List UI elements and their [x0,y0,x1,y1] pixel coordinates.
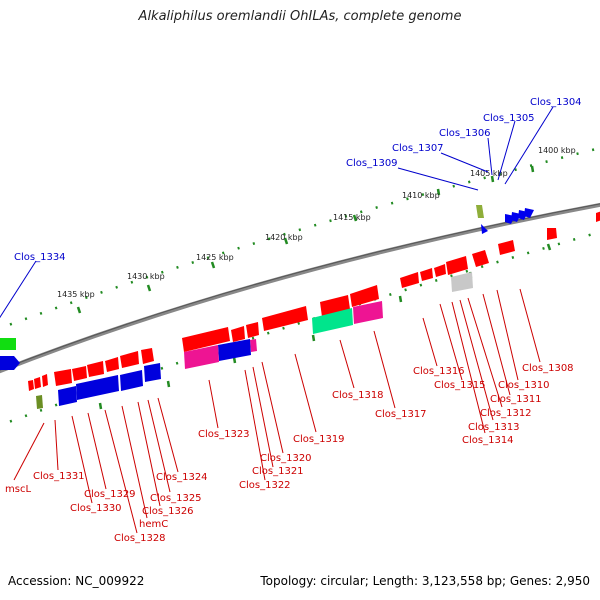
gene-label-clos1318: Clos_1318 [332,390,384,401]
gene-label-clos1308: Clos_1308 [522,363,574,374]
ruler-label: 1435 kbp [57,290,95,299]
gene-clos1318 [312,308,353,334]
gene-label-clos1313: Clos_1313 [468,422,520,433]
gene-label-clos1309: Clos_1309 [346,158,398,169]
gene-label-clos1312: Clos_1312 [480,408,532,419]
gene-label-clos1317: Clos_1317 [375,409,427,420]
gene-label-clos1328: Clos_1328 [114,533,166,544]
gene-label-clos1316: Clos_1316 [413,366,465,377]
genome-summary: Topology: circular; Length: 3,123,558 bp… [260,574,590,588]
gene-clos1309 [476,205,484,218]
gene-mscL [36,395,43,409]
gene-clos1317 [353,301,383,324]
gene-label-clos1315: Clos_1315 [434,380,486,391]
gene-label-clos1329: Clos_1329 [84,489,136,500]
ruler-label: 1415 kbp [333,213,371,222]
accession-label: Accession: NC_009922 [8,574,145,588]
gene-clos1324 [144,363,161,382]
gene-label-clos1311: Clos_1311 [490,394,542,405]
ruler-label: 1430 kbp [127,272,165,281]
genome-backbone [0,202,600,374]
gene-label-clos1326: Clos_1326 [142,506,194,517]
forward-genes [0,205,534,370]
gene-clos1329 [76,375,119,400]
gene-label-clos1304: Clos_1304 [530,97,582,108]
gene-clos1321 [218,339,251,361]
gene-label-clos1314: Clos_1314 [462,435,514,446]
gene-label-clos1322: Clos_1322 [239,480,291,491]
gene-label-clos1323: Clos_1323 [198,429,250,440]
gene-clos1330 [58,386,77,406]
reverse-genes [28,211,600,409]
gene-label-clos1325: Clos_1325 [150,493,202,504]
gene-label-clos1306: Clos_1306 [439,128,491,139]
gene-label-clos1331: Clos_1331 [33,471,85,482]
gene-label-clos1324: Clos_1324 [156,472,208,483]
ruler-label: 1425 kbp [196,253,234,262]
gene-label-clos1320: Clos_1320 [260,453,312,464]
gene-clos1334 [0,338,16,350]
gene-label-clos1310: Clos_1310 [498,380,550,391]
gene-label-clos1319: Clos_1319 [293,434,345,445]
ruler-label: 1410 kbp [402,191,440,200]
gene-label-clos1305: Clos_1305 [483,113,535,124]
gene-clos1308 [481,224,488,234]
gene-clos1311 [451,272,473,292]
gene-label-hemC: hemC [139,519,168,530]
gene-label-mscL: mscL [5,484,31,495]
gene-clos1320 [250,339,257,352]
gene-label-clos1321: Clos_1321 [252,466,304,477]
gene-label-clos1330: Clos_1330 [70,503,122,514]
gene-label-clos1307: Clos_1307 [392,143,444,154]
ruler-label: 1420 kbp [265,233,303,242]
gene-clos1322 [184,345,219,369]
gene-clos1304 [524,208,534,218]
map-title: Alkaliphilus oremlandii OhILAs, complete… [138,9,462,24]
ruler-label: 1400 kbp [538,146,576,155]
ruler-label: 1405 kbp [470,169,508,178]
gene-label-clos1334: Clos_1334 [14,252,66,263]
gene-clos1335 [0,356,20,370]
gene-clos1326 [120,370,143,391]
